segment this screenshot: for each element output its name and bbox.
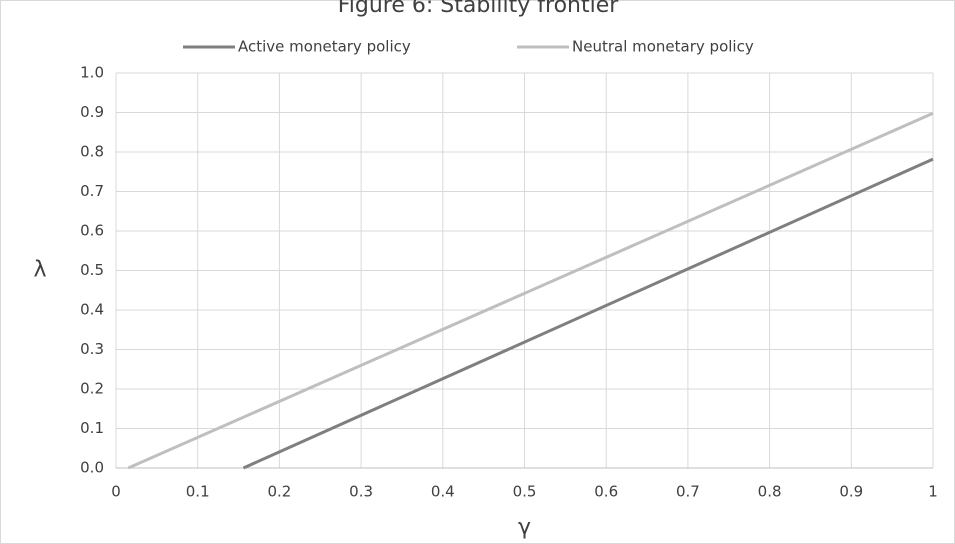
y-tick-label: 0.6 bbox=[80, 222, 104, 240]
x-tick-label: 1 bbox=[928, 483, 938, 501]
x-tick-label: 0.1 bbox=[186, 483, 210, 501]
x-tick-label: 0.9 bbox=[839, 483, 863, 501]
x-tick-label: 0.7 bbox=[676, 483, 700, 501]
legend-label: Neutral monetary policy bbox=[572, 38, 754, 56]
legend-label: Active monetary policy bbox=[238, 38, 411, 56]
x-tick-label: 0.5 bbox=[513, 483, 537, 501]
x-tick-label: 0.2 bbox=[267, 483, 291, 501]
y-tick-label: 0.1 bbox=[80, 419, 104, 437]
x-tick-label: 0.4 bbox=[431, 483, 455, 501]
y-tick-label: 0.2 bbox=[80, 380, 104, 398]
y-tick-label: 0.0 bbox=[80, 459, 104, 477]
y-tick-label: 0.5 bbox=[80, 261, 104, 279]
x-tick-label: 0 bbox=[111, 483, 121, 501]
series-line bbox=[242, 157, 934, 470]
y-tick-label: 0.8 bbox=[80, 143, 104, 161]
y-tick-label: 0.9 bbox=[80, 103, 104, 121]
x-tick-label: 0.8 bbox=[758, 483, 782, 501]
y-tick-label: 0.4 bbox=[80, 301, 104, 319]
y-tick-label: 0.3 bbox=[80, 340, 104, 358]
y-tick-label: 1.0 bbox=[80, 64, 104, 82]
y-axis-label: λ bbox=[33, 258, 46, 283]
x-axis-label: γ bbox=[518, 515, 531, 540]
series-line bbox=[127, 111, 934, 470]
y-tick-label: 0.7 bbox=[80, 182, 104, 200]
chart-title: Figure 6: Stability frontier bbox=[338, 0, 620, 18]
x-tick-label: 0.6 bbox=[594, 483, 618, 501]
x-tick-label: 0.3 bbox=[349, 483, 373, 501]
